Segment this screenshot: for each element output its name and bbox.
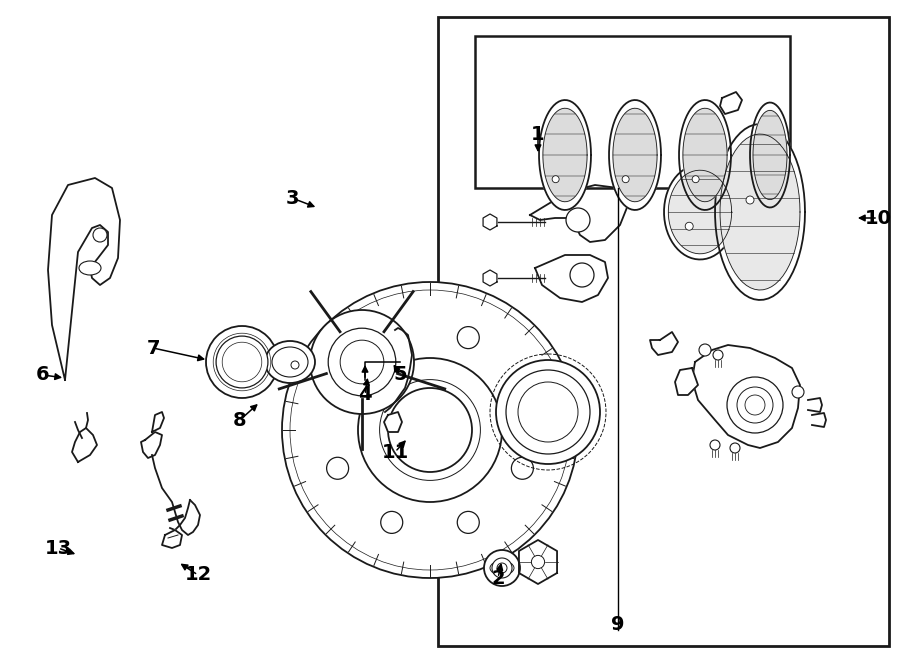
Text: 10: 10 [865, 208, 892, 227]
Text: 2: 2 [491, 568, 505, 588]
Circle shape [713, 350, 723, 360]
Circle shape [388, 388, 472, 472]
Circle shape [327, 381, 348, 403]
Circle shape [206, 326, 278, 398]
Circle shape [457, 327, 480, 348]
Polygon shape [483, 270, 497, 286]
Text: 11: 11 [382, 442, 409, 461]
Text: 4: 4 [358, 385, 372, 405]
Polygon shape [141, 432, 162, 458]
Polygon shape [162, 530, 182, 548]
Polygon shape [539, 100, 591, 210]
Circle shape [531, 555, 544, 568]
Polygon shape [48, 178, 120, 380]
Text: 6: 6 [36, 366, 50, 385]
Circle shape [358, 358, 502, 502]
Circle shape [699, 344, 711, 356]
Text: 5: 5 [393, 366, 407, 385]
Ellipse shape [265, 341, 315, 383]
Circle shape [291, 361, 299, 369]
Circle shape [685, 222, 693, 230]
Text: 9: 9 [611, 615, 625, 635]
Circle shape [745, 395, 765, 415]
Text: 13: 13 [44, 539, 72, 557]
Text: 7: 7 [146, 338, 160, 358]
Circle shape [566, 208, 590, 232]
Circle shape [328, 329, 396, 396]
Circle shape [327, 457, 348, 479]
Polygon shape [683, 108, 727, 202]
Ellipse shape [79, 261, 101, 275]
Polygon shape [613, 108, 657, 202]
Polygon shape [753, 110, 787, 200]
Polygon shape [609, 100, 661, 210]
Polygon shape [543, 108, 587, 202]
Polygon shape [716, 124, 805, 300]
Circle shape [746, 196, 754, 204]
Polygon shape [679, 100, 731, 210]
Circle shape [552, 176, 559, 182]
Polygon shape [519, 540, 557, 584]
Polygon shape [535, 255, 608, 302]
Bar [475, 36, 790, 188]
Circle shape [496, 360, 600, 464]
Polygon shape [664, 165, 736, 260]
Bar [438, 17, 889, 646]
Circle shape [310, 310, 414, 414]
Polygon shape [669, 171, 732, 254]
Circle shape [497, 563, 507, 573]
Ellipse shape [272, 347, 308, 377]
Text: 12: 12 [184, 566, 212, 584]
Circle shape [506, 370, 590, 454]
Circle shape [93, 228, 107, 242]
Circle shape [381, 327, 402, 348]
Polygon shape [675, 368, 698, 395]
Polygon shape [650, 332, 678, 355]
Circle shape [216, 336, 268, 388]
Polygon shape [720, 134, 800, 290]
Circle shape [457, 512, 480, 533]
Text: 3: 3 [285, 188, 299, 208]
Circle shape [484, 550, 520, 586]
Circle shape [622, 176, 629, 182]
Circle shape [727, 377, 783, 433]
Circle shape [340, 340, 383, 384]
Circle shape [492, 558, 512, 578]
Circle shape [282, 282, 578, 578]
Text: 8: 8 [233, 410, 247, 430]
Polygon shape [72, 428, 97, 462]
Polygon shape [750, 102, 790, 208]
Circle shape [730, 443, 740, 453]
Text: 1: 1 [531, 126, 544, 145]
Circle shape [792, 386, 804, 398]
Polygon shape [692, 345, 800, 448]
Polygon shape [384, 412, 402, 432]
Circle shape [381, 512, 402, 533]
Circle shape [518, 382, 578, 442]
Polygon shape [483, 214, 497, 230]
Polygon shape [720, 92, 742, 114]
Circle shape [511, 381, 534, 403]
Circle shape [737, 387, 773, 423]
Polygon shape [530, 185, 628, 242]
Circle shape [692, 176, 699, 182]
Circle shape [511, 457, 534, 479]
Circle shape [570, 263, 594, 287]
Circle shape [710, 440, 720, 450]
Polygon shape [152, 412, 164, 432]
